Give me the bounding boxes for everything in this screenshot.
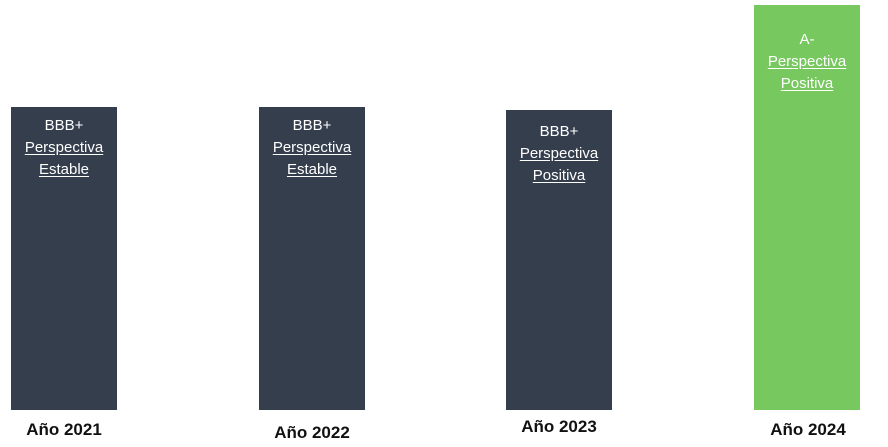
perspective: Perspectiva xyxy=(272,139,352,156)
rating: BBB+ xyxy=(44,117,84,134)
rating: A- xyxy=(799,31,815,48)
perspective: Perspectiva xyxy=(24,139,104,156)
outlook: Estable xyxy=(38,161,90,178)
year-label: Año 2021 xyxy=(26,420,102,439)
perspective: Perspectiva xyxy=(519,145,599,162)
outlook: Estable xyxy=(286,161,338,178)
rating: BBB+ xyxy=(292,117,332,134)
year-label: Año 2024 xyxy=(770,420,846,439)
outlook: Positiva xyxy=(780,75,834,92)
rating-bar: BBB+ Perspectiva Positiva xyxy=(506,110,612,410)
year-label: Año 2022 xyxy=(274,423,350,442)
outlook: Positiva xyxy=(532,167,586,184)
rating-bar: BBB+ Perspectiva Estable xyxy=(259,107,365,410)
rating: BBB+ xyxy=(539,123,579,140)
rating-bar: BBB+ Perspectiva Estable xyxy=(11,107,117,410)
perspective: Perspectiva xyxy=(767,53,847,70)
year-label: Año 2023 xyxy=(521,417,597,436)
rating-bar: A- Perspectiva Positiva xyxy=(754,5,860,410)
